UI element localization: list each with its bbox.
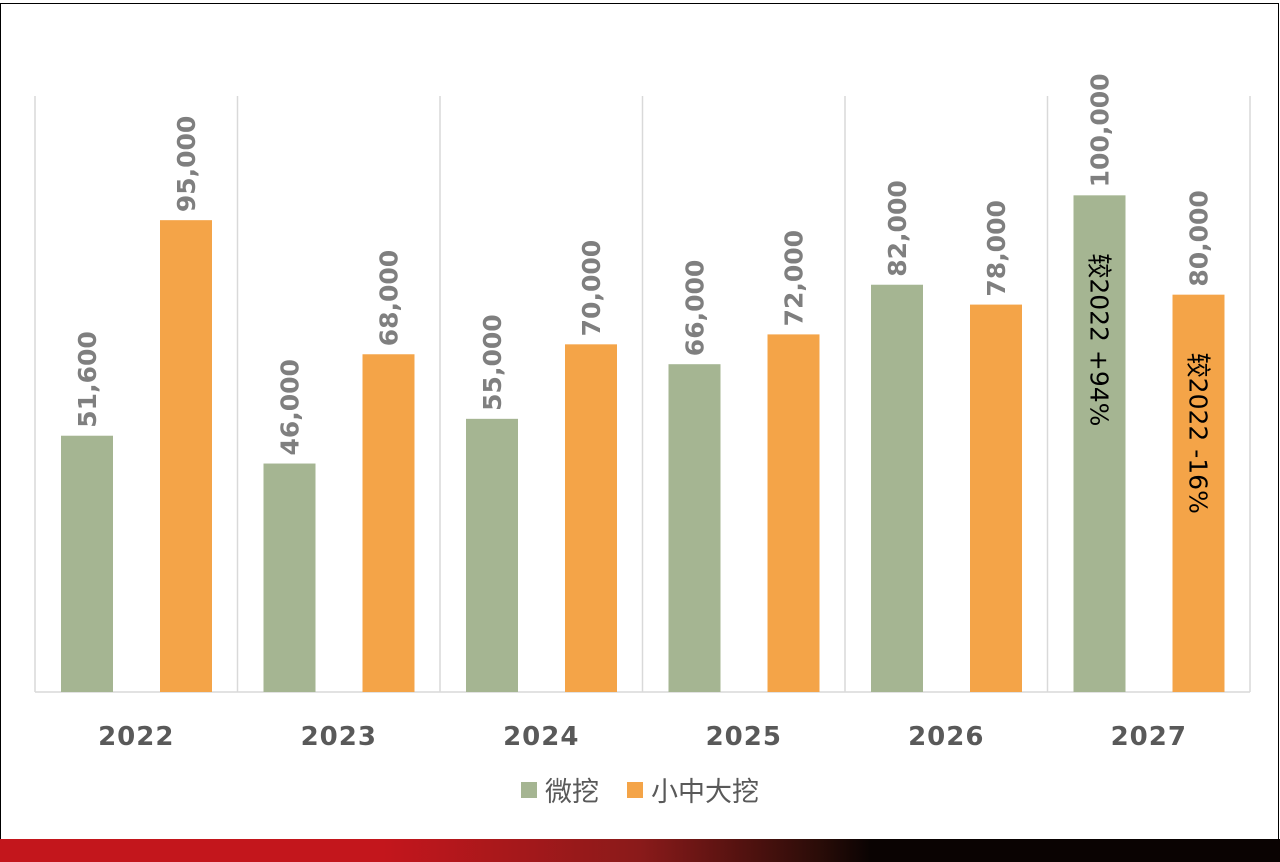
legend-label: 微挖 <box>545 777 599 808</box>
annotation-label: 较2022 -16% <box>1184 353 1213 514</box>
data-label: 51,600 <box>73 331 102 427</box>
bar <box>565 344 617 692</box>
data-label: 100,000 <box>1086 73 1115 187</box>
bar <box>362 354 415 692</box>
x-tick-label: 2023 <box>301 722 377 752</box>
x-tick-label: 2027 <box>1111 722 1187 752</box>
bar <box>61 435 113 692</box>
bar <box>767 334 820 692</box>
legend-item-large: 小中大挖 <box>627 770 759 809</box>
bar <box>1172 294 1225 692</box>
bar <box>871 284 923 692</box>
legend-label: 小中大挖 <box>651 777 759 808</box>
legend-item-micro: 微挖 <box>521 770 599 809</box>
annotation-label: 较2022 +94% <box>1085 253 1114 426</box>
data-label: 78,000 <box>982 200 1011 296</box>
data-label: 55,000 <box>478 314 507 410</box>
x-tick-label: 2025 <box>706 722 782 752</box>
bar <box>1073 195 1126 693</box>
x-tick-label: 2024 <box>503 722 579 752</box>
bar <box>263 463 316 692</box>
data-label: 80,000 <box>1185 190 1214 286</box>
x-tick-label: 2022 <box>98 722 174 752</box>
bar <box>970 304 1022 692</box>
bar <box>668 364 721 692</box>
data-label: 46,000 <box>276 359 305 455</box>
bar <box>466 418 518 692</box>
data-label: 68,000 <box>375 250 404 346</box>
data-label: 72,000 <box>780 230 809 326</box>
footer-bar <box>0 839 1280 862</box>
x-tick-label: 2026 <box>908 722 984 752</box>
bar <box>160 220 212 692</box>
data-label: 95,000 <box>172 116 201 212</box>
legend-swatch <box>521 781 537 798</box>
data-label: 66,000 <box>681 260 710 356</box>
chart-frame <box>0 3 1279 840</box>
data-label: 82,000 <box>883 180 912 276</box>
legend: 微挖 小中大挖 <box>0 770 1280 809</box>
legend-swatch <box>627 781 643 798</box>
data-label: 70,000 <box>577 240 606 336</box>
